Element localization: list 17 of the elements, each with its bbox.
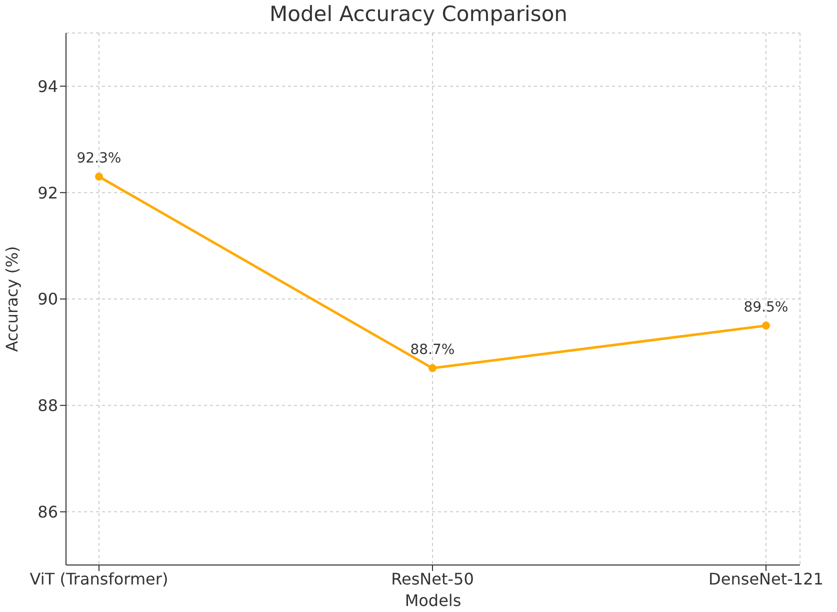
x-tick-label: ResNet-50 (391, 569, 474, 588)
y-tick-label: 90 (38, 290, 58, 309)
data-label: 88.7% (410, 342, 455, 358)
y-tick-label: 92 (38, 183, 58, 202)
data-label: 89.5% (744, 300, 788, 316)
point (428, 364, 436, 372)
point (95, 172, 103, 181)
x-tick-label: ViT (Transformer) (30, 569, 168, 588)
x-axis-title: Models (404, 591, 462, 610)
data-label: 92.3% (76, 150, 122, 167)
x-tick-label: DenseNet-121 (708, 569, 824, 588)
y-tick-label: 86 (38, 502, 58, 522)
y-tick-label: 88 (38, 396, 58, 416)
chart-title: Model Accuracy Comparison (268, 2, 568, 26)
point (762, 322, 770, 330)
y-tick-label: 94 (38, 76, 58, 96)
y-axis-title: Accuracy (%) (2, 246, 22, 352)
